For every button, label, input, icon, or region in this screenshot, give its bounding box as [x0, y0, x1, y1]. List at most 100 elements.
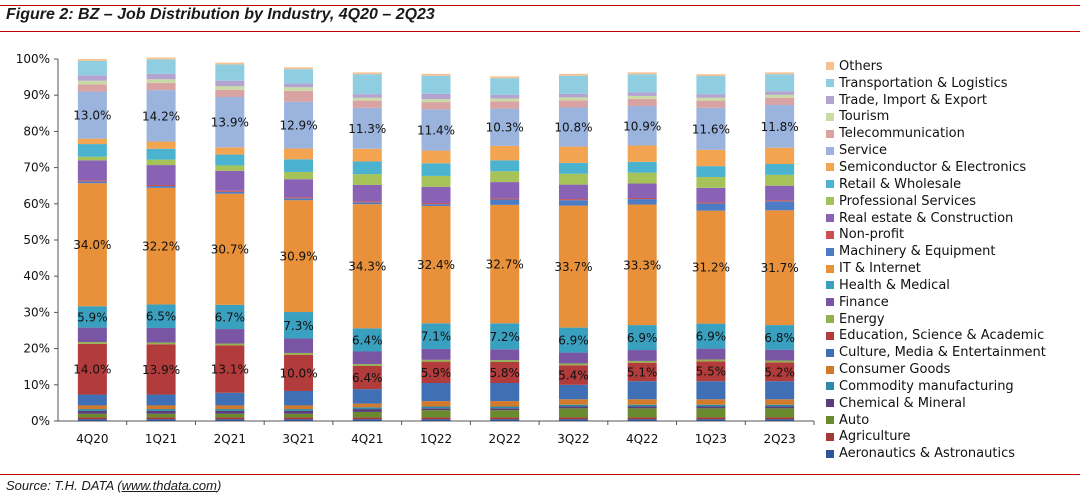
bar-segment	[765, 94, 795, 98]
data-label: 5.9%	[421, 366, 452, 380]
bar-segment	[77, 80, 107, 85]
bar-segment	[421, 408, 451, 411]
bar-segment	[284, 352, 314, 355]
bar-segment	[215, 405, 245, 410]
bar-segment	[627, 408, 657, 418]
bar-segment	[558, 408, 588, 418]
y-tick-label: 100%	[16, 52, 50, 66]
bar-segment	[77, 138, 107, 145]
bar-segment	[146, 405, 176, 410]
bar-segment	[558, 73, 588, 76]
legend-swatch	[826, 331, 834, 340]
bar-segment	[77, 160, 107, 181]
legend-label: Auto	[839, 412, 870, 428]
bar-segment	[284, 101, 314, 149]
bar-segment	[490, 182, 520, 199]
bar-segment	[146, 187, 176, 305]
bar-segment	[215, 392, 245, 406]
bar-segment	[558, 162, 588, 174]
bar-segment	[696, 100, 726, 108]
bar-segment	[284, 171, 314, 180]
bar-segment	[765, 417, 795, 420]
legend-label: Trade, Import & Export	[839, 92, 987, 108]
bar-segment	[77, 84, 107, 92]
data-label: 7.1%	[421, 330, 452, 344]
bar-segment	[77, 405, 107, 410]
bar-segment	[146, 394, 176, 406]
bar-segment	[284, 90, 314, 102]
bar-segment	[284, 197, 314, 199]
bar-segment	[215, 417, 245, 420]
bar-segment	[558, 365, 588, 385]
bar-segment	[765, 362, 795, 382]
bar-segment	[696, 203, 726, 211]
data-label: 13.0%	[73, 109, 111, 123]
y-tick-label: 40%	[23, 269, 50, 283]
bar-segment	[627, 183, 657, 199]
legend-label: Telecommunication	[839, 126, 965, 142]
legend-label: Education, Science & Academic	[839, 328, 1045, 344]
bar-segment	[215, 413, 245, 418]
bar-segment	[421, 359, 451, 362]
legend-item: Commodity manufacturing	[826, 378, 1076, 395]
bar-segment	[421, 175, 451, 187]
bar-segment	[627, 106, 657, 146]
legend-label: Real estate & Construction	[839, 210, 1014, 226]
data-label: 6.7%	[215, 310, 246, 324]
bar-segment	[696, 149, 726, 167]
bar-segment	[215, 147, 245, 155]
bar-segment	[696, 408, 726, 418]
bar-segment	[146, 73, 176, 80]
bar-segment	[77, 342, 107, 344]
bar-segment	[284, 312, 314, 339]
bar-segment	[696, 94, 726, 98]
legend-swatch	[826, 79, 834, 88]
data-label: 34.3%	[348, 260, 386, 274]
data-label: 7.3%	[283, 319, 314, 333]
data-label: 14.0%	[73, 363, 111, 377]
bar-segment	[352, 72, 382, 75]
bar-segment	[558, 93, 588, 98]
legend-label: Aeronautics & Astronautics	[839, 446, 1016, 462]
bar-segment	[558, 184, 588, 200]
title-rule	[0, 31, 1080, 32]
bar-segment	[146, 413, 176, 418]
bar-segment	[696, 202, 726, 204]
bar-segment	[77, 419, 107, 421]
bar-segment	[352, 351, 382, 365]
bar-segment	[146, 186, 176, 188]
legend-swatch	[826, 281, 834, 290]
bar-segment	[696, 74, 726, 77]
bar-segment	[77, 156, 107, 161]
bar-segment	[627, 204, 657, 326]
legend-swatch	[826, 230, 834, 239]
bar-segment	[77, 144, 107, 157]
bar-segment	[421, 205, 451, 324]
legend-item: Health & Medical	[826, 277, 1076, 294]
bar-segment	[215, 410, 245, 414]
legend-label: Machinery & Equipment	[839, 244, 996, 260]
bar-segment	[765, 200, 795, 202]
data-label: 5.1%	[627, 365, 658, 379]
bar-segment	[490, 419, 520, 421]
data-label: 30.7%	[211, 243, 249, 257]
data-label: 5.2%	[764, 365, 795, 379]
bar-segment	[352, 204, 382, 329]
x-tick-label: 4Q21	[351, 432, 383, 446]
bar-segment	[215, 343, 245, 346]
chart-legend: Others Transportation & Logistics Trade, I…	[826, 58, 1076, 462]
bar-segment	[558, 146, 588, 163]
bar-segment	[696, 404, 726, 407]
bar-segment	[352, 365, 382, 390]
bar-segment	[77, 394, 107, 406]
source-link[interactable]: www.thdata.com	[121, 478, 217, 493]
bar-segment	[558, 100, 588, 108]
legend-swatch	[826, 112, 834, 121]
bar-segment	[558, 406, 588, 409]
bar-segment	[284, 179, 314, 198]
bar-segment	[627, 399, 657, 405]
bar-segment	[352, 174, 382, 185]
x-tick-label: 3Q22	[557, 432, 589, 446]
bar-segment	[146, 57, 176, 60]
data-label: 11.8%	[761, 120, 799, 134]
